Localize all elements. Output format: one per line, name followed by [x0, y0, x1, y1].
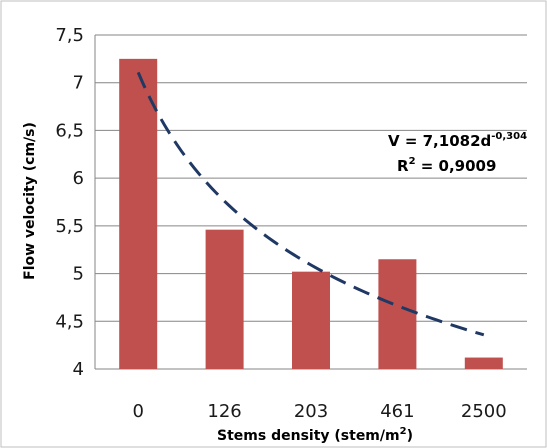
y-tick-label: 6,5 — [55, 120, 84, 141]
bar — [119, 59, 157, 369]
bar — [465, 358, 503, 369]
x-tick-label: 126 — [207, 401, 241, 422]
x-axis-title: Stems density (stem/m2) — [217, 426, 413, 444]
y-tick-label: 7 — [73, 73, 84, 94]
y-tick-label: 4 — [73, 359, 84, 380]
y-tick-label: 5,5 — [55, 216, 84, 237]
x-tick-label: 0 — [132, 401, 143, 422]
y-tick-label: 7,5 — [55, 25, 84, 46]
y-axis-title: Flow velocity (cm/s) — [22, 122, 38, 280]
bar — [206, 230, 244, 369]
bar — [292, 272, 330, 369]
x-tick-label: 461 — [380, 401, 414, 422]
y-tick-label: 4,5 — [55, 311, 84, 332]
bar — [378, 259, 416, 369]
x-tick-label: 203 — [294, 401, 328, 422]
y-tick-label: 5 — [73, 264, 84, 285]
x-tick-label: 2500 — [461, 401, 507, 422]
y-tick-label: 6 — [73, 168, 84, 189]
